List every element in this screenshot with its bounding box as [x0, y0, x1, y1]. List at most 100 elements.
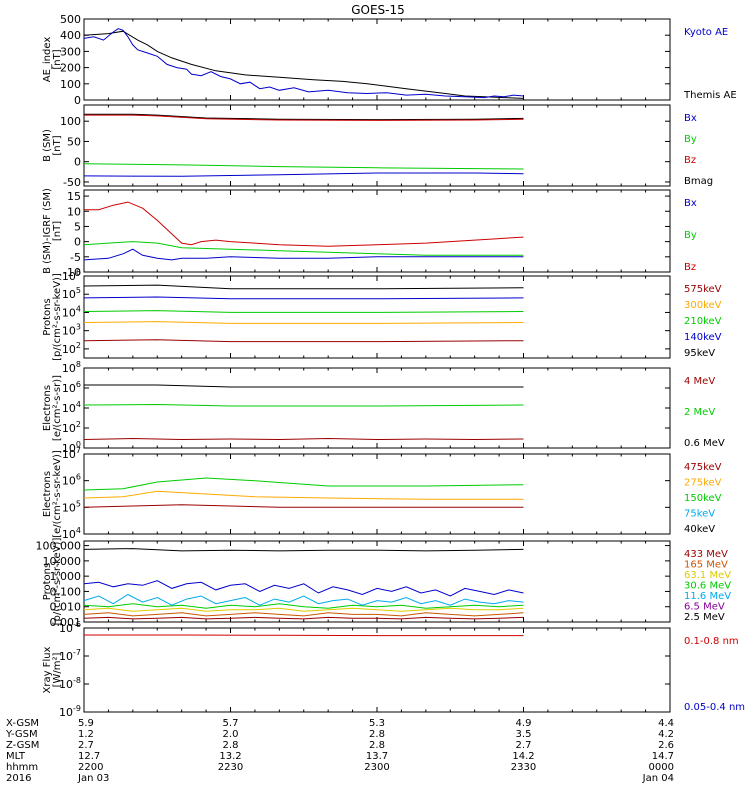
legend-entry: 75keV — [684, 509, 715, 520]
x-tick-label: 2300 — [364, 762, 389, 773]
y-axis-label: Electrons[e/(cm²-s-sr-keV)] — [42, 450, 63, 538]
y-tick-label: 1.000 — [50, 570, 82, 583]
legend-entry: 4 MeV — [684, 376, 715, 387]
y-tick-label: 104 — [62, 304, 81, 319]
x-row-label: 2016 — [6, 773, 31, 784]
legend-entry: Kyoto AE — [684, 27, 728, 38]
y-tick-label: 10-6 — [59, 620, 81, 635]
y-tick-label: 10 — [67, 205, 81, 218]
series-line-brown — [83, 612, 524, 617]
legend-entry: Bz — [684, 262, 696, 273]
y-tick-label: 107 — [62, 446, 81, 461]
series-line-red — [84, 114, 524, 121]
y-tick-label: 300 — [60, 45, 81, 58]
y-tick-label: 105 — [62, 286, 81, 301]
series-line-yellow — [83, 607, 524, 612]
panel-p7: 0.001 0.010 0.100 1.000 10.000 100.000Protons… — [36, 538, 732, 629]
y-tick-label: 102 — [62, 341, 81, 356]
series-line-darkred — [83, 616, 524, 620]
legend-entry: Bmag — [684, 176, 713, 187]
x-tick-label: 2230 — [218, 762, 243, 773]
y-axis-label: Electrons[e/(cm²-s-sr)] — [42, 375, 63, 441]
legend-entry: 275keV — [684, 478, 722, 489]
x-tick-label: 4.4 — [658, 718, 674, 729]
series-line-blue — [83, 28, 524, 99]
y-tick-label: 10.000 — [43, 555, 82, 568]
y-axis-label: Protons[p/(cm²-s-sr-keV)] — [42, 273, 63, 361]
panel-p3: -10 -5 0 5 10 15 B (SM)-IGRF (SM)[nT] Bx By Bz — [42, 188, 697, 279]
x-tick-label: 1.2 — [78, 729, 94, 740]
panel-p4: 102 103 104 105 106Protons[p/(cm²-s-sr-keV)]… — [42, 268, 722, 361]
series-line-green — [83, 603, 524, 609]
series-line-darkred — [83, 339, 524, 343]
panel-frame — [83, 18, 671, 101]
series-line-blue — [83, 172, 524, 177]
y-tick-label: 15 — [67, 190, 81, 203]
legend-entry: 30.6 MeV — [684, 581, 731, 592]
x-tick-label: Jan 03 — [77, 773, 109, 784]
legend-entry: 95keV — [684, 348, 715, 359]
series-line-red — [84, 201, 524, 247]
legend-entry: Themis AE — [683, 90, 737, 101]
legend-entry: By — [684, 230, 697, 241]
x-tick-label: 2.8 — [369, 729, 385, 740]
y-tick-label: 105 — [62, 499, 81, 514]
y-tick-label: 104 — [62, 526, 81, 541]
legend-entry: 11.6 MeV — [684, 591, 731, 602]
x-row-label: Y-GSM — [5, 729, 38, 740]
y-tick-label: -5 — [70, 251, 81, 264]
panel-frame — [83, 367, 671, 449]
x-tick-label: 4.2 — [658, 729, 674, 740]
x-tick-label: 12.7 — [78, 751, 100, 762]
series-line-blue — [83, 580, 524, 597]
x-tick-label: 2.7 — [78, 740, 94, 751]
series-line-black — [84, 384, 524, 388]
legend-entry: Bx — [684, 198, 697, 209]
panel-p1: 0 100 200 300 400 500 AE_index[nT] Kyoto AE Them… — [42, 13, 737, 107]
x-row-label: X-GSM — [6, 718, 39, 729]
x-tick-label: 14.2 — [512, 751, 534, 762]
x-tick-label: 2.6 — [658, 740, 674, 751]
x-tick-label: 0000 — [649, 762, 674, 773]
legend-entry: 475keV — [684, 462, 722, 473]
legend-entry: Bx — [684, 113, 697, 124]
y-tick-label: 0 — [74, 94, 81, 107]
legend-entry: 2 MeV — [684, 407, 715, 418]
x-tick-label: Jan 04 — [642, 773, 674, 784]
x-tick-label: 4.9 — [516, 718, 532, 729]
x-row-label: hhmm — [6, 762, 38, 773]
x-tick-label: 13.2 — [219, 751, 241, 762]
series-line-blue — [83, 248, 524, 261]
legend-entry: Bz — [684, 155, 696, 166]
y-tick-label: -10 — [63, 266, 81, 279]
y-tick-label: 106 — [62, 380, 81, 395]
x-row-label: MLT — [6, 751, 26, 762]
y-tick-label: 106 — [62, 268, 81, 283]
series-line-green — [83, 477, 524, 491]
x-tick-label: 2.0 — [223, 729, 239, 740]
panel-frame — [83, 627, 671, 713]
series-line-orange — [83, 490, 524, 500]
legend-entry: 140keV — [684, 332, 722, 343]
legend-entry: 2.5 MeV — [684, 612, 725, 623]
series-line-darkred — [83, 437, 524, 441]
x-tick-label: 2200 — [78, 762, 103, 773]
y-tick-label: 10-7 — [59, 648, 81, 663]
x-tick-label: 14.7 — [652, 751, 674, 762]
legend-entry: 0.6 MeV — [684, 438, 725, 449]
series-line-red — [84, 634, 524, 637]
legend-entry: 165 MeV — [684, 560, 728, 571]
y-axis-label: B (SM)[nT] — [42, 129, 63, 162]
y-tick-label: 100 — [62, 440, 81, 455]
y-tick-label: 500 — [60, 13, 81, 26]
panel-p8: 10-9 10-8 10-7 10-6 Xray Flux[W/m²] 0.1-0.8 n… — [42, 620, 745, 719]
y-tick-label: 100 — [60, 78, 81, 91]
x-row-label: Z-GSM — [6, 740, 39, 751]
legend-entry: 0.1-0.8 nm — [684, 636, 739, 647]
y-tick-label: 100 — [60, 115, 81, 128]
y-tick-label: 106 — [62, 473, 81, 488]
legend-entry: 40keV — [684, 524, 715, 535]
y-tick-label: 0.010 — [50, 601, 82, 614]
